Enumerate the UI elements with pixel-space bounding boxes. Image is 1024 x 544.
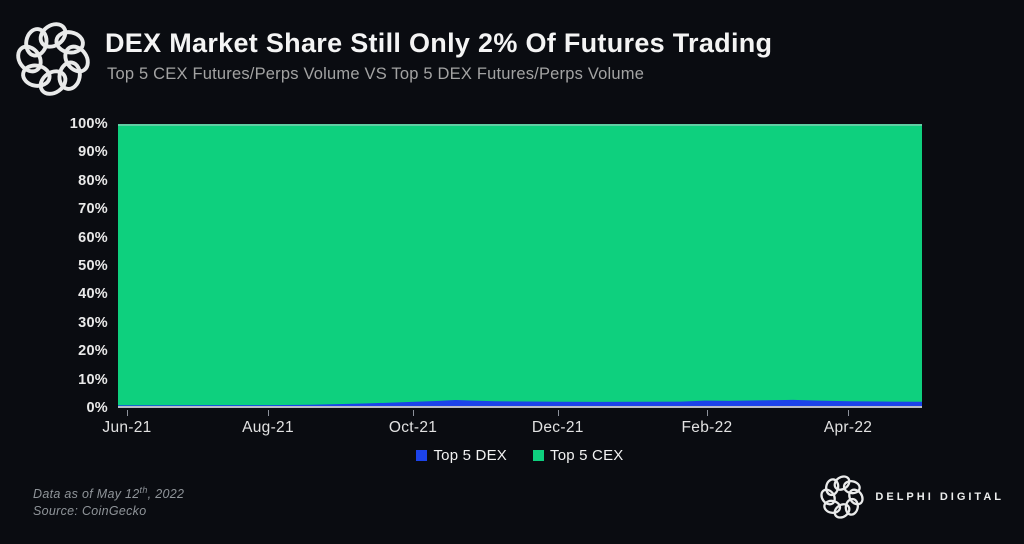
x-tick-mark [557, 410, 559, 416]
legend-item: Top 5 DEX [416, 447, 507, 464]
y-axis: 100% 90% 80% 70% 60% 50% 40% 30% 20% 10% 0% [0, 116, 108, 416]
x-tick-mark [268, 410, 270, 416]
data-as-of-note: Data as of May 12th, 2022 [33, 485, 185, 502]
legend-item: Top 5 CEX [533, 447, 624, 464]
legend-label: Top 5 CEX [550, 447, 624, 464]
legend: Top 5 DEX Top 5 CEX [118, 447, 922, 464]
x-tick-label: Dec-21 [531, 419, 584, 436]
footnotes: Data as of May 12th, 2022 Source: CoinGe… [33, 482, 184, 520]
y-tick-label: 0% [86, 400, 108, 416]
x-tick-mark [127, 410, 128, 416]
x-tick-label: Jun-21 [102, 419, 152, 436]
x-tick-label: Aug-21 [242, 419, 294, 436]
x-tick-mark [848, 410, 850, 416]
y-tick-label: 100% [69, 116, 108, 132]
superscript-th: th [139, 485, 148, 495]
y-tick-label: 40% [78, 286, 108, 303]
x-tick-label: Feb-22 [681, 419, 733, 436]
y-tick-label: 50% [78, 258, 108, 274]
legend-swatch [416, 450, 428, 461]
x-tick-mark [413, 410, 415, 416]
plot-area [118, 124, 922, 408]
x-tick-mark [707, 410, 708, 416]
y-tick-label: 20% [78, 343, 108, 360]
legend-swatch [533, 450, 544, 461]
dex-area [118, 399, 922, 406]
y-tick-label: 30% [78, 314, 108, 331]
page-subtitle: Top 5 CEX Futures/Perps Volume VS Top 5 … [107, 65, 645, 83]
brand-mark: DELPHI DIGITAL [819, 474, 1004, 520]
delphi-logo-icon [820, 475, 865, 519]
delphi-logo-icon [16, 22, 90, 96]
legend-label: Top 5 DEX [433, 447, 507, 464]
y-tick-label: 80% [78, 172, 108, 189]
y-tick-label: 10% [78, 371, 108, 388]
y-tick-label: 60% [78, 229, 108, 246]
y-tick-label: 70% [78, 201, 108, 218]
x-axis: Jun-21 Aug-21 Oct-21 Dec-21 Feb-22 Apr-22 [102, 410, 922, 446]
stacked-area-chart [118, 124, 922, 406]
page-title: DEX Market Share Still Only 2% Of Future… [105, 28, 773, 58]
source-note: Source: CoinGecko [33, 504, 147, 519]
x-tick-label: Apr-22 [823, 419, 873, 436]
y-tick-label: 90% [78, 144, 108, 161]
cex-area [118, 124, 922, 406]
x-tick-label: Oct-21 [388, 419, 438, 436]
brand-name: DELPHI DIGITAL [875, 491, 1004, 503]
